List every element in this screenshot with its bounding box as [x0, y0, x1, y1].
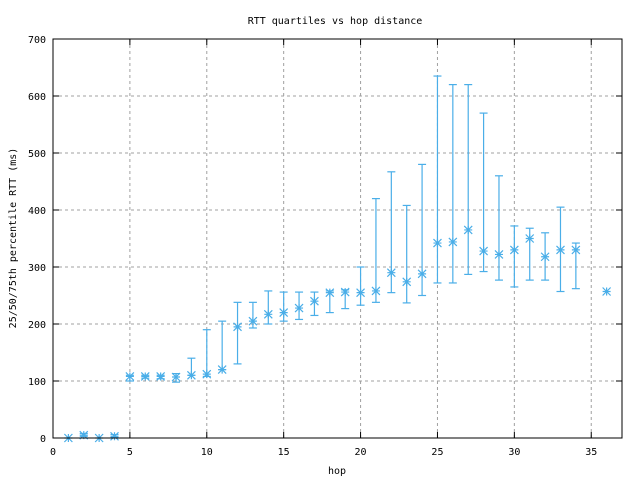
- y-tick-label: 400: [28, 206, 46, 217]
- median-marker: [540, 252, 550, 262]
- data-point: [294, 291, 304, 321]
- data-point: [248, 301, 258, 329]
- data-point: [433, 75, 442, 284]
- median-marker: [79, 430, 89, 440]
- x-tick-label: 0: [50, 447, 56, 458]
- data-point: [371, 198, 381, 303]
- data-point: [171, 372, 181, 383]
- median-marker: [325, 288, 335, 298]
- data-point: [156, 372, 166, 381]
- median-marker: [340, 287, 350, 297]
- plot-frame: [52, 38, 623, 439]
- x-tick-label: 30: [508, 447, 520, 458]
- x-tick-label: 5: [127, 447, 133, 458]
- data-point: [525, 227, 535, 281]
- y-tick-label: 700: [28, 35, 46, 46]
- data-point: [140, 372, 150, 381]
- median-marker: [571, 245, 581, 255]
- median-marker: [233, 322, 242, 332]
- median-marker: [140, 372, 150, 381]
- data-point: [509, 225, 519, 288]
- data-point: [571, 242, 581, 290]
- data-point: [540, 232, 550, 281]
- median-marker: [556, 245, 565, 255]
- y-tick-label: 100: [28, 377, 46, 388]
- y-tick-label: 200: [28, 320, 46, 331]
- data-point: [479, 112, 489, 273]
- median-marker: [202, 369, 212, 379]
- median-marker: [433, 238, 442, 248]
- median-marker: [279, 308, 289, 318]
- median-marker: [525, 234, 535, 243]
- median-marker: [217, 365, 227, 375]
- median-marker: [402, 277, 412, 287]
- data-point: [448, 83, 458, 284]
- x-tick-label: 10: [201, 447, 213, 458]
- y-tick-label: 0: [40, 434, 46, 445]
- data-point: [79, 430, 89, 440]
- data-point: [417, 163, 427, 297]
- x-tick-label: 35: [585, 447, 597, 458]
- median-marker: [248, 316, 258, 326]
- median-marker: [310, 296, 319, 306]
- data-point: [494, 175, 504, 281]
- data-point: [602, 287, 612, 296]
- data-point: [556, 206, 565, 293]
- y-tick-label: 300: [28, 263, 46, 274]
- x-tick-label: 20: [355, 447, 367, 458]
- data-point: [386, 171, 396, 294]
- data-point: [186, 357, 196, 380]
- x-axis-label: hop: [328, 466, 346, 477]
- data-point: [463, 83, 473, 276]
- y-axis-label: 25/50/75th percentile RTT (ms): [8, 148, 19, 329]
- axis-ticks: 0 5 10 15 20 25 30 35 0 100 200 300 400 500 600 700: [28, 35, 622, 458]
- data-point: [233, 301, 242, 365]
- median-marker: [186, 370, 196, 380]
- median-marker: [448, 237, 458, 247]
- grid: [53, 39, 622, 438]
- median-marker: [463, 225, 473, 235]
- median-marker: [156, 372, 166, 381]
- median-marker: [125, 372, 135, 381]
- data-point: [263, 290, 273, 325]
- median-marker: [509, 245, 519, 255]
- median-marker: [386, 268, 396, 278]
- data-point: [110, 431, 119, 441]
- data-point: [202, 329, 212, 379]
- median-marker: [263, 309, 273, 319]
- data-point: [340, 287, 350, 310]
- median-marker: [294, 303, 304, 313]
- data-point: [125, 372, 135, 382]
- median-marker: [371, 286, 381, 296]
- median-marker: [110, 431, 119, 441]
- data-point: [356, 266, 365, 306]
- median-marker: [356, 288, 365, 298]
- data-point: [325, 288, 335, 314]
- median-marker: [171, 372, 181, 382]
- data-point: [402, 204, 412, 304]
- data-point: [310, 291, 319, 317]
- data-point: [217, 320, 227, 375]
- data-marks: [63, 75, 612, 443]
- data-point: [279, 291, 289, 322]
- y-tick-label: 500: [28, 149, 46, 160]
- median-marker: [494, 250, 504, 259]
- x-tick-label: 25: [431, 447, 443, 458]
- chart-title: RTT quartiles vs hop distance: [248, 16, 423, 27]
- y-tick-label: 600: [28, 92, 46, 103]
- median-marker: [417, 269, 427, 279]
- median-marker: [602, 287, 612, 296]
- x-tick-label: 15: [278, 447, 290, 458]
- median-marker: [479, 246, 489, 256]
